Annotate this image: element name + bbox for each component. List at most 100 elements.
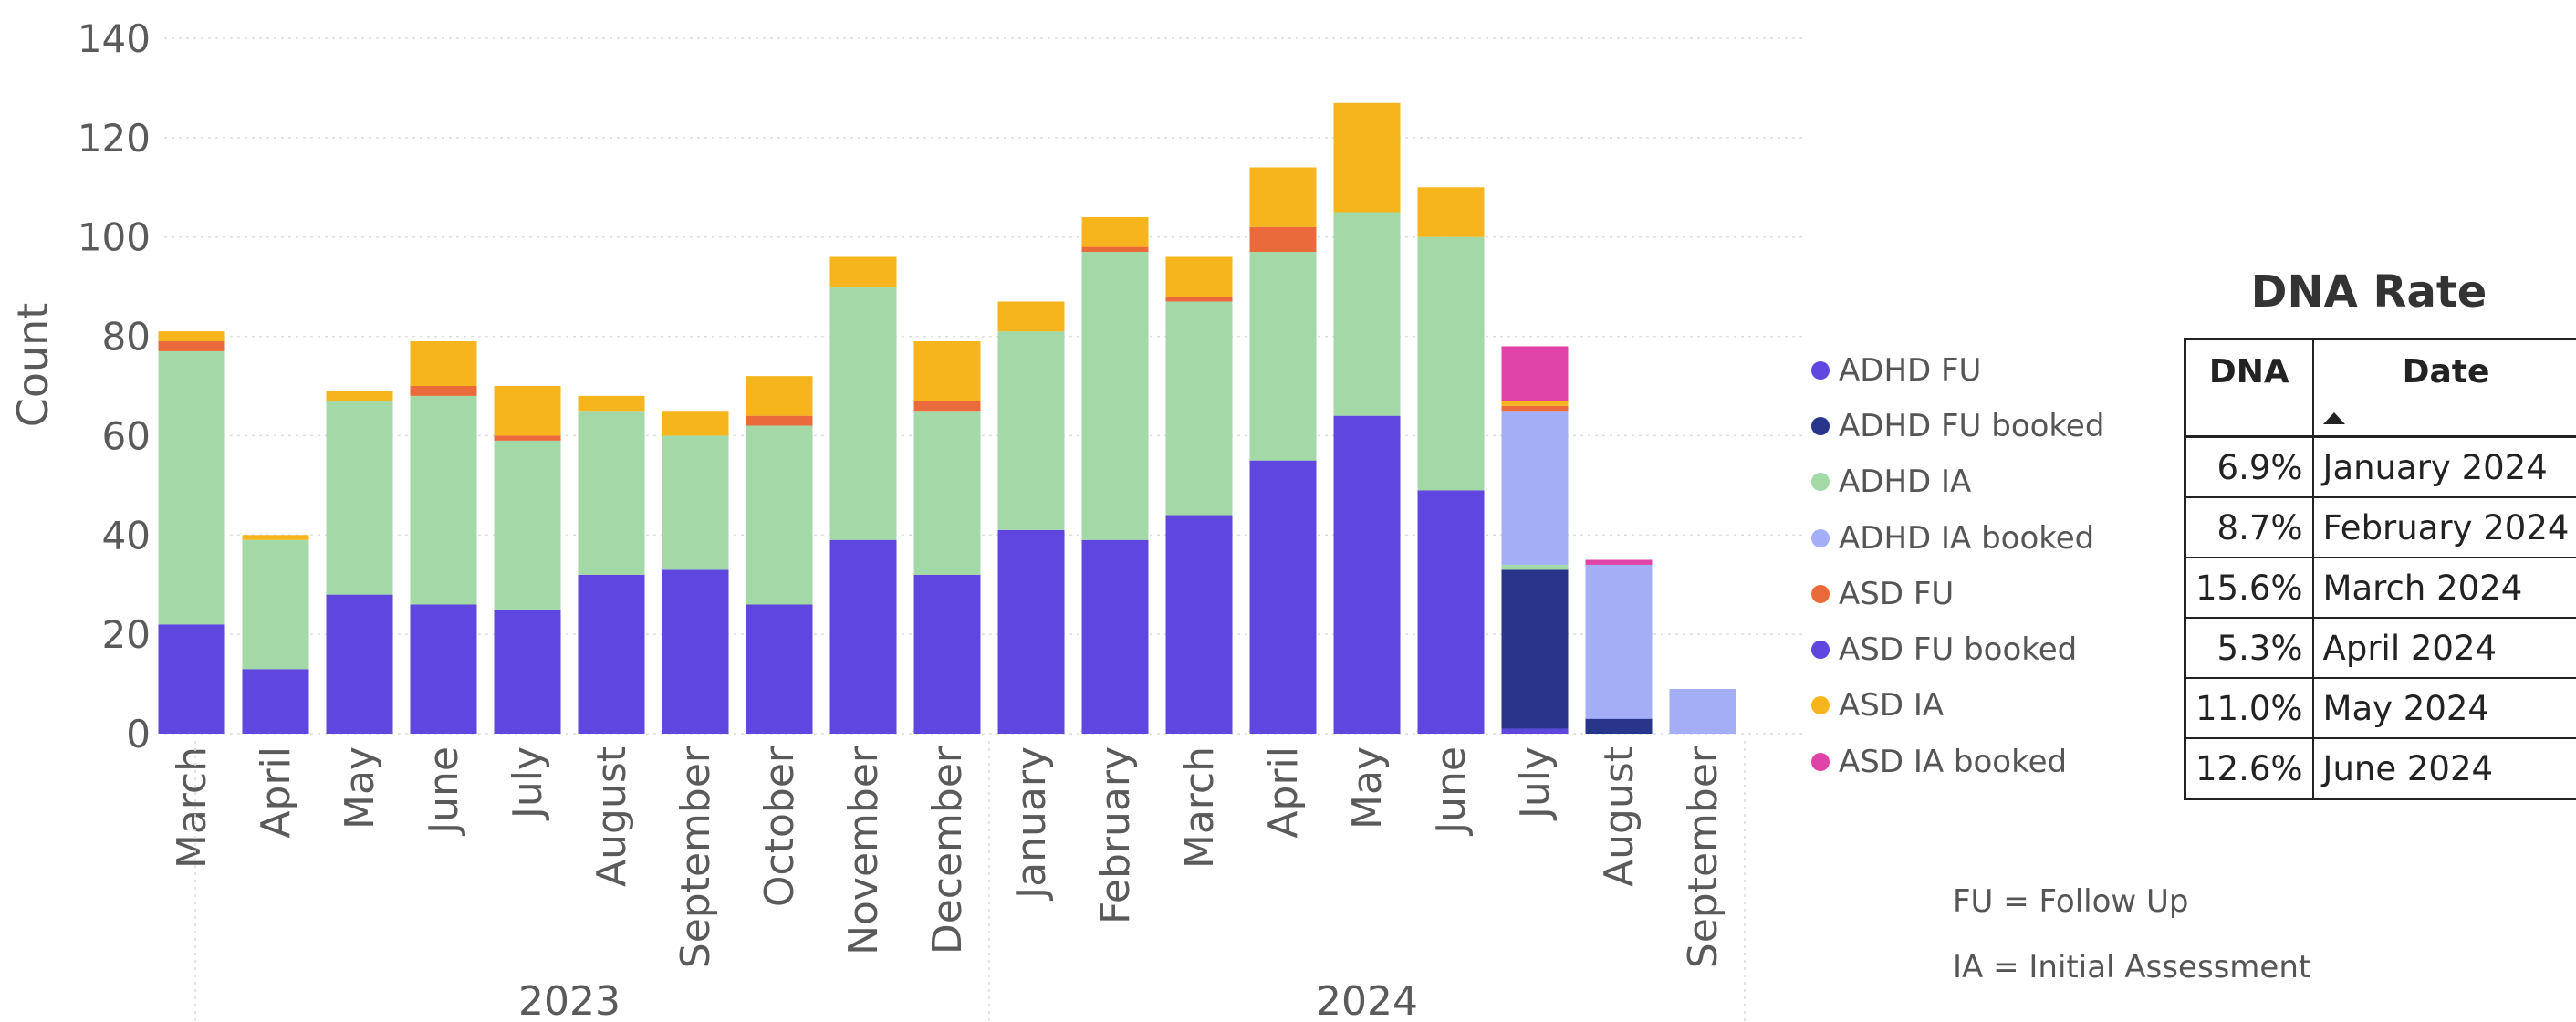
bar-asd-fu-booked-5[interactable] [578,574,645,734]
bar-adhd-fu-booked-16[interactable] [1501,569,1569,729]
bar-asd-fu-booked-10[interactable] [997,529,1065,734]
bar-asd-fu-booked-9[interactable] [913,574,981,734]
x-tick-label: June [421,746,467,837]
bar-asd-ia-8[interactable] [829,256,897,287]
legend-item-adhd-fu-booked[interactable]: ADHD FU booked [1811,398,2104,454]
bar-adhd-ia-2[interactable] [326,401,393,595]
bar-adhd-ia-4[interactable] [494,440,561,610]
bar-adhd-ia-8[interactable] [829,287,897,540]
bar-asd-ia-3[interactable] [410,341,477,386]
bar-asd-ia-booked-16[interactable] [1501,346,1569,402]
bar-asd-fu-booked-11[interactable] [1081,539,1149,734]
bar-adhd-ia-14[interactable] [1333,212,1401,416]
bar-asd-fu-11[interactable] [1081,246,1149,253]
bar-adhd-fu-16[interactable] [1501,728,1569,734]
legend-item-adhd-ia[interactable]: ADHD IA [1811,454,2104,510]
bar-asd-fu-0[interactable] [158,341,225,351]
legend-item-adhd-ia-booked[interactable]: ADHD IA booked [1811,510,2104,566]
bar-adhd-ia-12[interactable] [1165,301,1233,516]
x-tick-label: January [1008,746,1055,902]
x-tick-label: March [1176,746,1223,869]
x-tick-label: September [1680,746,1726,968]
bar-adhd-ia-15[interactable] [1417,236,1485,491]
bar-adhd-ia-1[interactable] [242,539,309,670]
bar-asd-fu-4[interactable] [494,435,561,441]
column-header-date[interactable]: Date [2311,338,2576,438]
bar-asd-fu-3[interactable] [410,386,477,396]
date-cell: April 2024 [2311,617,2576,679]
bar-asd-ia-11[interactable] [1081,216,1149,247]
bar-asd-ia-16[interactable] [1501,401,1569,406]
bar-asd-fu-booked-4[interactable] [494,609,561,734]
legend-swatch-icon [1811,696,1830,715]
column-header-dna[interactable]: DNA [2184,338,2314,438]
bar-asd-ia-4[interactable] [494,386,561,436]
sort-ascending-icon[interactable] [2322,412,2345,424]
bar-adhd-ia-16[interactable] [1501,564,1569,570]
bar-adhd-fu-booked-17[interactable] [1585,718,1653,734]
legend-item-asd-fu-booked[interactable]: ASD FU booked [1811,621,2104,677]
table-row[interactable]: 8.7% February 2024 [2184,496,2576,558]
bar-asd-fu-booked-14[interactable] [1333,415,1401,734]
bar-asd-fu-9[interactable] [913,401,981,412]
bar-adhd-ia-7[interactable] [746,425,813,605]
bar-asd-ia-13[interactable] [1249,167,1317,227]
date-cell: January 2024 [2311,435,2576,498]
bar-asd-ia-7[interactable] [746,376,813,416]
bar-adhd-ia-booked-16[interactable] [1501,411,1569,565]
bar-asd-ia-5[interactable] [578,395,645,412]
bar-asd-ia-14[interactable] [1333,102,1401,213]
table-row[interactable]: 11.0% May 2024 [2184,677,2576,739]
bar-asd-ia-12[interactable] [1165,256,1233,297]
bar-asd-fu-12[interactable] [1165,297,1233,302]
bar-asd-fu-booked-13[interactable] [1249,460,1317,734]
bar-asd-fu-booked-7[interactable] [746,604,813,734]
bar-adhd-ia-booked-18[interactable] [1669,689,1736,734]
bar-asd-fu-13[interactable] [1249,226,1317,253]
bar-asd-fu-booked-8[interactable] [829,539,897,734]
legend-label: ASD FU booked [1839,631,2078,669]
bar-asd-fu-booked-15[interactable] [1417,490,1485,734]
x-tick-label: May [337,746,383,829]
bar-asd-fu-booked-1[interactable] [242,669,309,734]
legend-item-adhd-fu[interactable]: ADHD FU [1811,342,2104,398]
bar-adhd-ia-3[interactable] [410,395,477,605]
date-cell: May 2024 [2311,677,2576,739]
bar-asd-ia-booked-17[interactable] [1585,559,1653,565]
table-row[interactable]: 6.9% January 2024 [2184,435,2576,498]
legend-item-asd-fu[interactable]: ASD FU [1811,566,2104,621]
bar-asd-ia-0[interactable] [158,331,225,342]
bar-adhd-ia-5[interactable] [578,411,645,575]
bar-adhd-ia-0[interactable] [158,350,225,625]
table-row[interactable]: 5.3% April 2024 [2184,617,2576,679]
y-tick-label: 80 [102,315,151,360]
x-tick-label: July [1512,746,1559,821]
table-row[interactable]: 15.6% March 2024 [2184,557,2576,619]
bar-adhd-ia-booked-17[interactable] [1585,564,1653,719]
legend-swatch-icon [1811,416,1830,435]
bar-adhd-ia-9[interactable] [913,411,981,575]
bar-adhd-ia-6[interactable] [662,435,729,570]
bar-asd-ia-15[interactable] [1417,187,1485,237]
bar-asd-fu-16[interactable] [1501,405,1569,412]
bar-asd-fu-booked-3[interactable] [410,604,477,734]
bar-asd-fu-booked-0[interactable] [158,624,225,734]
y-tick-label: 60 [102,413,151,458]
table-header-row: DNA Date [2184,338,2576,438]
bar-adhd-ia-13[interactable] [1249,252,1317,461]
bar-asd-ia-10[interactable] [997,301,1065,332]
bar-adhd-ia-10[interactable] [997,331,1065,530]
bar-asd-fu-booked-6[interactable] [662,569,729,734]
bar-asd-ia-1[interactable] [242,535,309,540]
table-row[interactable]: 12.6% June 2024 [2184,737,2576,800]
legend-item-asd-ia[interactable]: ASD IA [1811,678,2104,734]
legend-item-asd-ia-booked[interactable]: ASD IA booked [1811,734,2104,789]
bar-asd-ia-2[interactable] [326,391,393,402]
bar-asd-ia-6[interactable] [662,411,729,436]
bar-adhd-ia-11[interactable] [1081,252,1149,540]
bar-asd-fu-booked-12[interactable] [1165,515,1233,734]
bar-asd-fu-7[interactable] [746,415,813,426]
bar-asd-fu-booked-2[interactable] [326,594,393,734]
legend-label: ASD IA [1839,687,1945,725]
bar-asd-ia-9[interactable] [913,341,981,402]
